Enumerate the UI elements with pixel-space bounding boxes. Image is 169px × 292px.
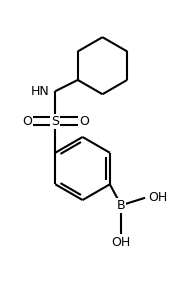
Text: O: O	[22, 115, 32, 128]
Text: HN: HN	[30, 85, 49, 98]
Text: O: O	[79, 115, 89, 128]
Text: OH: OH	[148, 191, 167, 204]
Text: OH: OH	[112, 236, 131, 249]
Text: S: S	[51, 115, 59, 128]
Text: B: B	[117, 199, 125, 212]
